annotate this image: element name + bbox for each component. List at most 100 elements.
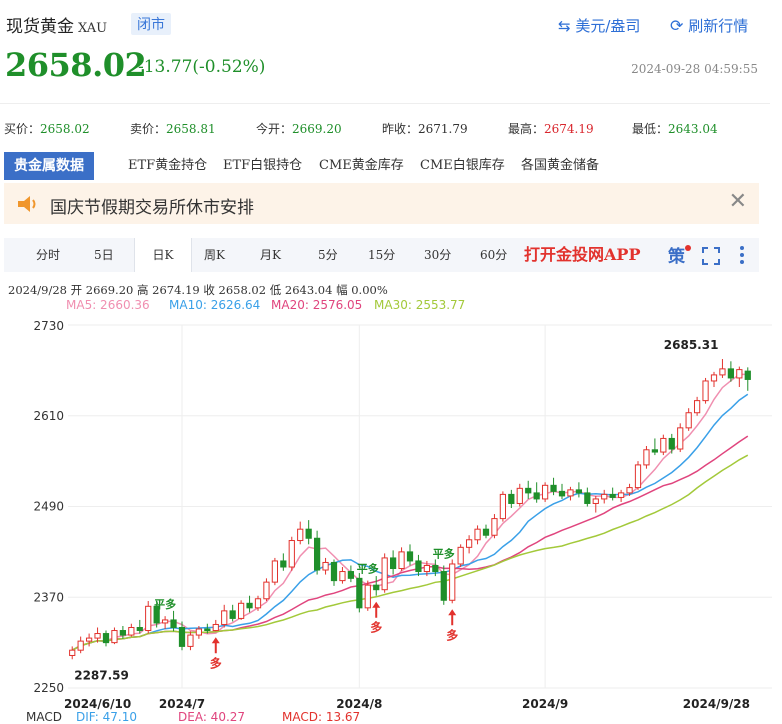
candle-body: [381, 557, 388, 591]
tab-daily-k[interactable]: 日K: [134, 238, 192, 272]
candle-body: [187, 634, 194, 647]
candle-body: [601, 493, 608, 500]
tab-intraday[interactable]: 分时: [36, 248, 61, 262]
long-signal-arrow-icon: [211, 637, 220, 654]
market-status-badge: 闭市: [131, 13, 171, 35]
candle-body: [102, 633, 110, 644]
open-price: 今开：2669.20: [256, 122, 342, 136]
candle-body: [617, 492, 625, 498]
data-tabs: 贵金属数据 ETF黄金持仓 ETF白银持仓 CME黄金库存 CME白银库存 各国…: [4, 152, 764, 180]
candle-body: [516, 487, 523, 504]
ohlc-summary: 2024/9/28 开 2669.20 高 2674.19 收 2658.02 …: [8, 283, 388, 297]
unit-switch-link[interactable]: ⇆ 美元/盎司: [558, 15, 640, 36]
ma20-legend: MA20: 2576.05: [271, 298, 363, 312]
open-app-link[interactable]: 打开金投网APP: [524, 245, 641, 264]
y-tick-label: 2370: [33, 590, 64, 604]
more-icon[interactable]: [738, 245, 746, 265]
fullscreen-icon[interactable]: [702, 247, 720, 265]
candle-body: [339, 571, 346, 582]
x-tick-label: 2024/7: [159, 697, 205, 711]
candle-body: [161, 619, 169, 624]
candle-body: [482, 528, 490, 536]
ma5-legend: MA5: 2660.36: [66, 298, 150, 312]
candle-body: [668, 437, 675, 450]
ma30-legend: MA30: 2553.77: [374, 298, 466, 312]
candle-body: [128, 627, 135, 636]
max-price-label: 2685.31: [664, 338, 719, 352]
tab-monthly-k[interactable]: 月K: [260, 248, 281, 262]
candle-body: [677, 427, 684, 450]
refresh-link[interactable]: ⟳ 刷新行情: [670, 15, 748, 36]
candle-body: [204, 628, 211, 632]
candle-body: [237, 602, 245, 619]
prev-close: 昨收：2671.79: [382, 122, 468, 136]
min-price-label: 2287.59: [74, 668, 129, 682]
candle-body: [702, 380, 709, 402]
candle-body: [322, 561, 329, 571]
ma10-legend: MA10: 2626.64: [169, 298, 261, 312]
x-tick-label: 2024/9: [522, 697, 568, 711]
candle-body: [153, 605, 160, 624]
candle-body: [271, 560, 279, 583]
macd-dea: DEA: 40.27: [178, 710, 246, 724]
tab-gold-reserves[interactable]: 各国黄金储备: [521, 158, 600, 173]
unit-switch-label: 美元/盎司: [575, 17, 641, 35]
x-tick-label: 2024/6/10: [64, 697, 131, 711]
tab-cme-silver[interactable]: CME白银库存: [420, 158, 505, 173]
candle-body: [398, 551, 405, 570]
tab-etf-gold[interactable]: ETF黄金持仓: [128, 158, 208, 173]
y-tick-label: 2730: [33, 319, 64, 333]
candle-body: [719, 368, 726, 376]
candle-body: [77, 640, 84, 651]
refresh-icon: ⟳: [670, 16, 684, 35]
candle-body: [643, 449, 650, 466]
candle-body: [423, 564, 431, 573]
candle-body: [491, 518, 498, 536]
tab-5day[interactable]: 5日: [94, 248, 114, 262]
tab-5min[interactable]: 5分: [318, 248, 338, 262]
y-tick-label: 2490: [33, 500, 64, 514]
tab-weekly-k[interactable]: 周K: [204, 248, 225, 262]
candle-body: [685, 412, 692, 429]
candle-body: [474, 528, 481, 541]
strategy-icon[interactable]: 策: [666, 244, 692, 266]
tab-precious-metals-data[interactable]: 贵金属数据: [4, 152, 94, 180]
candle-body: [170, 619, 177, 628]
close-icon[interactable]: ✕: [728, 189, 747, 214]
candle-body: [246, 602, 253, 609]
candle-body: [634, 464, 642, 489]
candle-body: [744, 370, 751, 380]
tab-30min[interactable]: 30分: [424, 248, 452, 262]
candle-body: [229, 610, 236, 619]
candle-body: [263, 581, 270, 600]
macd-label: MACD: [26, 710, 62, 724]
candle-body: [651, 449, 659, 453]
notice-text: 国庆节假期交易所休市安排: [50, 198, 254, 218]
macd-value: MACD: 13.67: [282, 710, 361, 724]
candle-body: [693, 400, 701, 414]
candle-body: [499, 493, 507, 520]
candle-body: [660, 437, 667, 453]
high-price: 最高：2674.19: [508, 122, 594, 136]
x-tick-label: 2024/9/28: [683, 697, 750, 711]
long-signal: 多: [446, 627, 458, 642]
candle-body: [212, 623, 219, 632]
tab-etf-silver[interactable]: ETF白银持仓: [223, 158, 303, 173]
tab-60min[interactable]: 60分: [480, 248, 508, 262]
candle-body: [111, 630, 118, 644]
x-tick-label: 2024/8: [336, 697, 382, 711]
tab-cme-gold[interactable]: CME黄金库存: [319, 158, 404, 173]
candle-body: [457, 546, 464, 565]
tab-15min[interactable]: 15分: [368, 248, 396, 262]
candle-body: [254, 598, 262, 609]
long-signal: 多: [210, 655, 222, 670]
candle-body: [508, 493, 515, 504]
candle-body: [347, 571, 355, 579]
candle-body: [280, 560, 287, 568]
speaker-icon: [18, 196, 36, 212]
candle-body: [609, 493, 616, 498]
candle-body: [297, 528, 304, 542]
holiday-notice[interactable]: 国庆节假期交易所休市安排 ✕: [4, 183, 759, 224]
price-change: -13.77(-0.52%): [138, 57, 266, 77]
